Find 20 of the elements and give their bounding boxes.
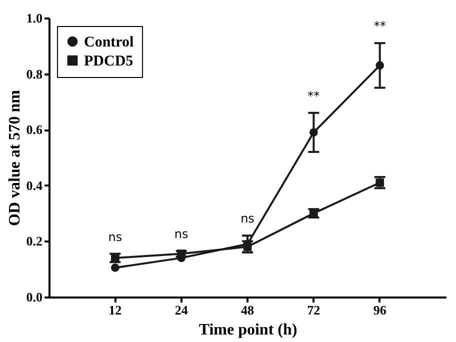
y-tick-label: 0.0 [26,290,42,304]
y-tick-label: 0.4 [26,178,43,193]
y-tick-label: 0.8 [26,66,43,82]
annotation: ns [240,212,254,226]
x-tick-label: 24 [174,302,188,318]
annotation: ** [374,19,386,34]
annotation: ns [174,226,188,241]
y-tick-label: 1.0 [26,10,42,26]
legend-label: Control [84,34,134,50]
y-tick-label: 0.2 [26,234,42,249]
x-tick-label: 12 [108,302,122,318]
x-axis-title: Time point (h) [198,322,298,338]
x-tick-label: 48 [241,302,254,318]
x-tick-label: 96 [373,302,387,318]
legend-label: PDCD5 [84,54,134,70]
y-axis-title: OD value at 570 nm [6,89,24,226]
annotation: ns [108,230,122,244]
y-tick-label: 0.6 [26,122,43,138]
annotation: ** [308,88,320,103]
x-tick-label: 72 [307,302,320,318]
